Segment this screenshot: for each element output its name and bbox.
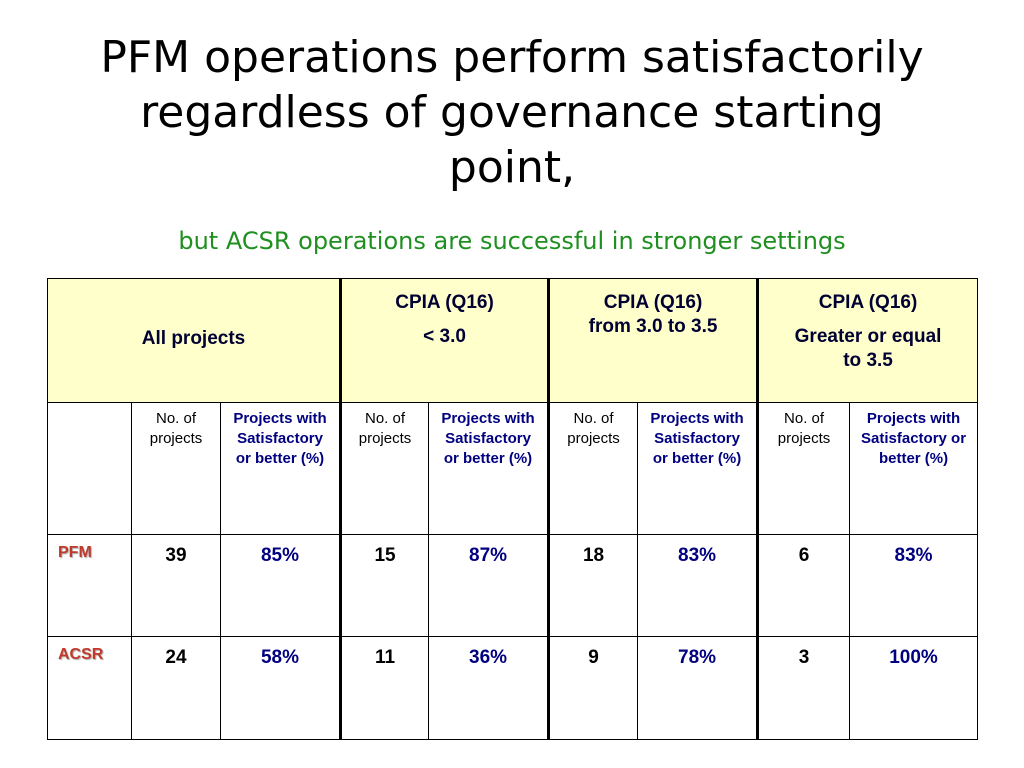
title-line-1: PFM operations perform satisfactorily: [100, 32, 924, 83]
value-cell: 83%: [849, 533, 979, 638]
row-label: ACSR: [58, 646, 104, 664]
cpia-group-3-header: CPIA (Q16) Greater or equal to 3.5: [756, 278, 979, 403]
table-row-pfm: PFM 39 85% 15 87% 18 83% 6 83%: [47, 533, 979, 638]
subheader-pct-cell: Projects with Satisfactory or better (%): [849, 401, 979, 535]
value-cell: 24: [131, 636, 221, 740]
row-label-cell: PFM: [47, 533, 132, 638]
no-of-projects-label: No. of projects: [358, 409, 412, 447]
all-projects-header: All projects: [46, 278, 342, 403]
count-value: 3: [798, 647, 810, 669]
value-cell: 11: [339, 636, 430, 740]
pct-satisfactory-label: Projects with Satisfactory or better (%): [441, 409, 535, 467]
slide-title: PFM operations perform satisfactorily re…: [0, 30, 1024, 195]
table-row-acsr: ACSR 24 58% 11 36% 9 78% 3 100%: [47, 636, 979, 740]
value-cell: 9: [547, 636, 639, 740]
cpia-group-1-header: CPIA (Q16) < 3.0: [339, 278, 550, 403]
subheader-pct-cell: Projects with Satisfactory or better (%): [428, 401, 550, 535]
cpia-group-3-line2: Greater or equal to 3.5: [794, 326, 942, 371]
cpia-group-1-line1: CPIA (Q16): [395, 292, 494, 313]
pct-value: 58%: [260, 647, 300, 669]
results-table: All projects CPIA (Q16) < 3.0 CPIA (Q16)…: [46, 278, 979, 740]
cpia-group-3-line1: CPIA (Q16): [818, 292, 918, 313]
count-value: 39: [165, 544, 187, 566]
row-label: PFM: [58, 543, 92, 561]
value-cell: 78%: [637, 636, 759, 740]
value-cell: 15: [339, 533, 430, 638]
subheader-pct-cell: Projects with Satisfactory or better (%): [219, 401, 342, 535]
subheader-pct-cell: Projects with Satisfactory or better (%): [637, 401, 759, 535]
value-cell: 6: [756, 533, 851, 638]
subheader-count-cell: No. of projects: [756, 401, 851, 535]
value-cell: 3: [756, 636, 851, 740]
count-value: 9: [588, 647, 599, 669]
no-of-projects-label: No. of projects: [149, 409, 203, 447]
value-cell: 39: [131, 533, 221, 638]
pct-satisfactory-label: Projects with Satisfactory or better (%): [233, 409, 327, 467]
pct-value: 78%: [678, 647, 717, 669]
cpia-group-1-line2: < 3.0: [423, 326, 466, 347]
subheader-row: No. of projects Projects with Satisfacto…: [47, 401, 979, 535]
pct-value: 87%: [469, 544, 508, 566]
title-line-3: point,: [448, 142, 576, 193]
value-cell: 36%: [428, 636, 550, 740]
value-cell: 100%: [849, 636, 979, 740]
count-value: 6: [798, 544, 810, 566]
pct-satisfactory-label: Projects with Satisfactory or better (%): [861, 409, 967, 467]
cpia-group-2-line2: from 3.0 to 3.5: [588, 316, 718, 337]
row-label-cell: ACSR: [47, 636, 132, 740]
pct-value: 83%: [894, 544, 933, 566]
header-row: All projects CPIA (Q16) < 3.0 CPIA (Q16)…: [46, 278, 979, 403]
value-cell: 83%: [637, 533, 759, 638]
cpia-group-2-line1: CPIA (Q16): [603, 292, 703, 313]
no-of-projects-label: No. of projects: [567, 409, 620, 447]
count-value: 24: [165, 647, 187, 669]
all-projects-label: All projects: [141, 328, 246, 349]
count-value: 18: [582, 544, 605, 566]
pct-value: 83%: [678, 544, 717, 566]
value-cell: 18: [547, 533, 639, 638]
subheader-count-cell: No. of projects: [547, 401, 639, 535]
pct-satisfactory-label: Projects with Satisfactory or better (%): [650, 409, 744, 467]
value-cell: 85%: [219, 533, 342, 638]
no-of-projects-label: No. of projects: [777, 409, 831, 447]
subheader-count-cell: No. of projects: [339, 401, 430, 535]
slide-subtitle: but ACSR operations are successful in st…: [178, 227, 846, 255]
subheader-empty-cell: [47, 401, 132, 535]
pct-value: 36%: [469, 647, 508, 669]
value-cell: 87%: [428, 533, 550, 638]
subheader-count-cell: No. of projects: [131, 401, 221, 535]
count-value: 11: [374, 647, 396, 669]
count-value: 15: [374, 544, 396, 566]
pct-value: 100%: [889, 647, 938, 669]
value-cell: 58%: [219, 636, 342, 740]
title-line-2: regardless of governance starting: [140, 87, 884, 138]
cpia-group-2-header: CPIA (Q16) from 3.0 to 3.5: [547, 278, 759, 403]
pct-value: 85%: [260, 544, 300, 566]
